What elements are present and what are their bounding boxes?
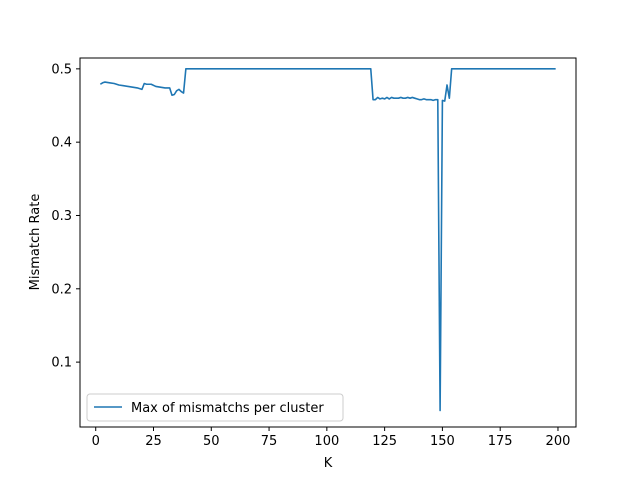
y-tick-label: 0.5 (51, 62, 72, 77)
x-tick-label: 50 (203, 434, 220, 449)
y-axis-ticks: 0.1 0.2 0.3 0.4 0.5 (51, 62, 80, 371)
x-tick-label: 125 (372, 434, 397, 449)
x-tick-label: 100 (314, 434, 339, 449)
series-layer (99, 68, 556, 412)
axes-layer (79, 57, 577, 428)
y-tick-label: 0.4 (51, 136, 72, 151)
y-tick-label: 0.1 (51, 356, 72, 371)
x-axis-ticks: 0 25 50 75 100 125 150 175 200 (92, 427, 571, 449)
plot-area (80, 58, 576, 427)
x-tick-label: 200 (546, 434, 571, 449)
legend: Max of mismatchs per cluster (86, 393, 344, 422)
series-line (99, 68, 556, 412)
legend-label: Max of mismatchs per cluster (131, 401, 324, 416)
x-tick-label: 150 (430, 434, 455, 449)
x-tick-label: 0 (92, 434, 100, 449)
y-axis-label: Mismatch Rate (28, 194, 43, 291)
y-tick-label: 0.3 (51, 209, 72, 224)
axes-frame (79, 57, 577, 428)
x-axis-label: K (324, 456, 333, 471)
x-tick-label: 25 (145, 434, 162, 449)
x-tick-label: 175 (488, 434, 513, 449)
x-tick-label: 75 (261, 434, 278, 449)
y-tick-label: 0.2 (51, 282, 72, 297)
legend-box (86, 393, 344, 422)
